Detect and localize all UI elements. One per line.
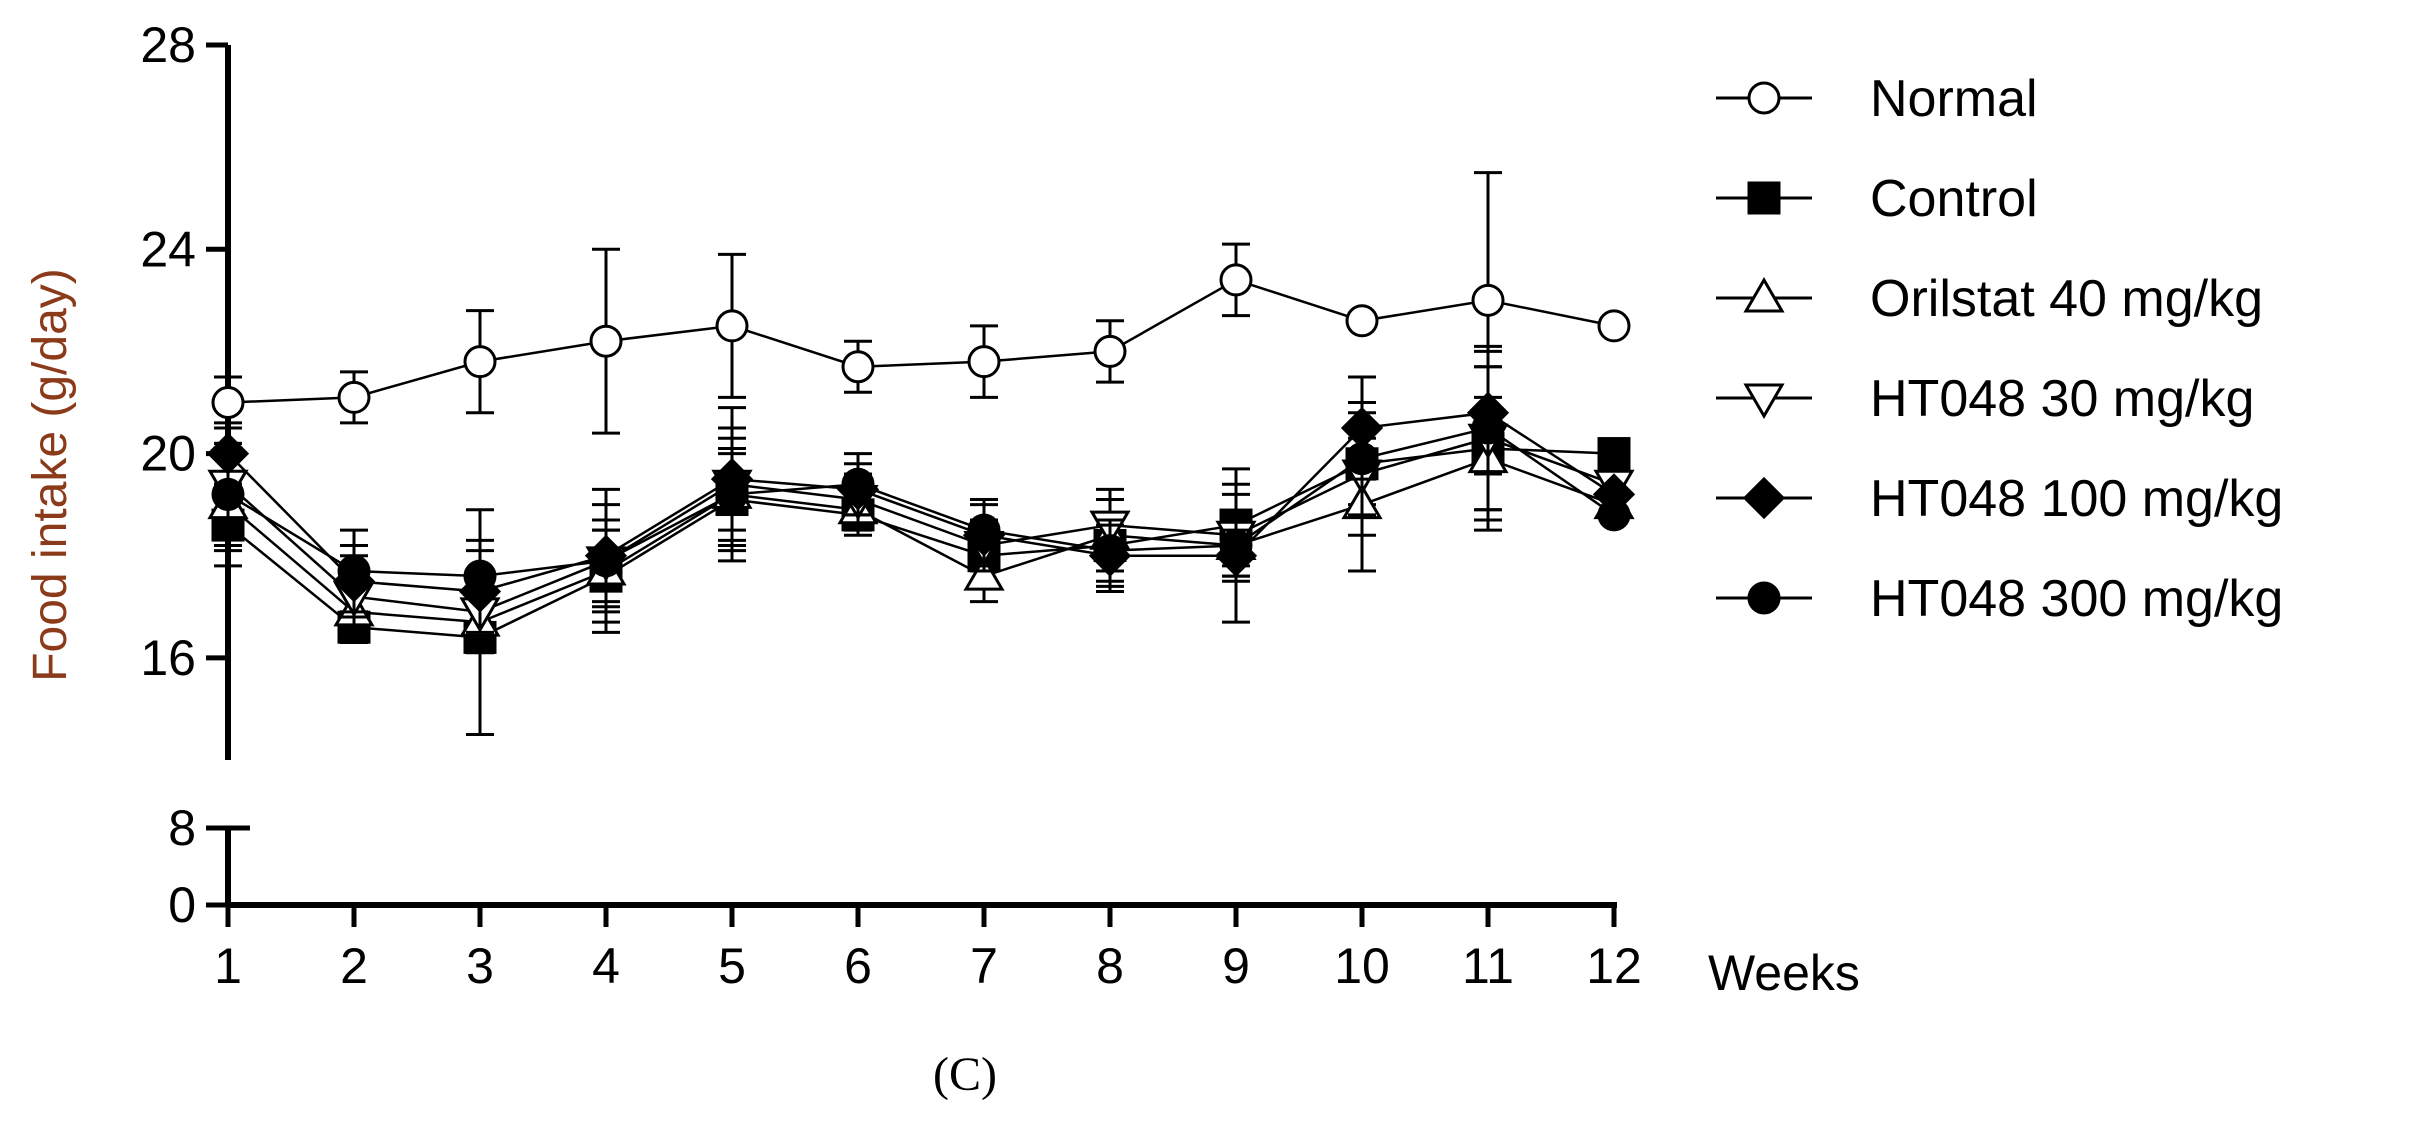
series-orilstat-40-mg-kg (207, 395, 1635, 655)
legend-item: Orilstat 40 mg/kg (1716, 270, 2263, 328)
data-point (1597, 498, 1631, 532)
legend-item: HT048 300 mg/kg (1716, 570, 2283, 628)
x-tick-label: 1 (214, 938, 242, 994)
series-line (227, 457, 1615, 624)
y-tick-label: 0 (168, 877, 196, 933)
series-line (227, 411, 1615, 593)
data-point (715, 309, 749, 343)
y-axis-upper: 16 20 24 28 (140, 17, 231, 760)
x-tick-label: 8 (1096, 938, 1124, 994)
data-point (1219, 529, 1253, 562)
data-point (963, 555, 1005, 591)
data-point (1219, 263, 1253, 297)
data-point (715, 477, 749, 511)
series-normal (211, 171, 1631, 435)
y-axis-lower: 08 (168, 800, 250, 933)
data-point (1093, 534, 1127, 568)
series-line (227, 426, 1615, 578)
legend-label: Normal (1870, 70, 2038, 128)
x-axis-label: Weeks (1708, 945, 1860, 1001)
legend-item: HT048 30 mg/kg (1716, 370, 2254, 428)
x-tick-label: 7 (970, 938, 998, 994)
legend-marker (1747, 181, 1781, 215)
figure-caption: (C) (933, 1048, 997, 1101)
data-point (463, 559, 497, 593)
data-point (841, 467, 875, 501)
y-tick-label: 20 (140, 426, 196, 482)
x-tick-label: 3 (466, 938, 494, 994)
x-tick-label: 5 (718, 938, 746, 994)
series-line (227, 278, 1615, 404)
y-axis-label: Food intake (g/day) (24, 268, 77, 682)
data-point (589, 544, 623, 578)
legend-label: HT048 300 mg/kg (1870, 570, 2283, 628)
series-line (227, 447, 1615, 639)
legend-item: Control (1716, 170, 2038, 228)
series-ht048-100-mg-kg (206, 349, 1636, 634)
x-tick-label: 2 (340, 938, 368, 994)
legend-item: Normal (1716, 70, 2038, 128)
legend-item: HT048 100 mg/kg (1716, 470, 2283, 528)
legend-marker (1742, 476, 1786, 520)
series-line (227, 436, 1615, 614)
data-point (463, 345, 497, 379)
x-tick-label: 11 (1462, 938, 1514, 994)
x-tick-label: 10 (1334, 938, 1390, 994)
legend-marker (1743, 277, 1785, 313)
series-group (206, 171, 1636, 736)
y-tick-label: 8 (168, 800, 196, 856)
legend-marker (1747, 81, 1781, 115)
data-point (211, 386, 245, 419)
data-point (1597, 309, 1631, 343)
legend-marker (1743, 383, 1785, 419)
data-point (211, 477, 245, 511)
data-point (1093, 334, 1127, 368)
data-point (967, 345, 1001, 379)
data-point (337, 554, 371, 588)
data-point (1345, 304, 1379, 338)
legend-marker (1747, 581, 1781, 615)
x-tick-label: 6 (844, 938, 872, 994)
y-tick-label: 16 (140, 630, 196, 686)
data-point (1597, 437, 1631, 471)
data-point (1471, 411, 1505, 445)
x-axis: 1 2 3 4 5 6 7 8 9 10 11 12 (214, 902, 1642, 994)
x-tick-label: 9 (1222, 938, 1250, 994)
legend: Normal Control Orilstat 40 mg/kg HT048 30 m… (1716, 70, 2283, 628)
y-tick-label: 24 (140, 221, 196, 277)
series-ht048-300-mg-kg (211, 344, 1631, 645)
data-point (1345, 442, 1379, 476)
data-point (1471, 283, 1505, 317)
legend-label: Control (1870, 170, 2038, 228)
legend-label: HT048 30 mg/kg (1870, 370, 2254, 428)
legend-label: Orilstat 40 mg/kg (1870, 270, 2263, 328)
y-tick-label: 28 (140, 17, 196, 73)
x-tick-label: 4 (592, 938, 620, 994)
data-point (337, 380, 371, 414)
x-tick-label: 12 (1586, 938, 1642, 994)
data-point (967, 513, 1001, 547)
data-point (841, 350, 875, 384)
legend-label: HT048 100 mg/kg (1870, 470, 2283, 528)
data-point (589, 324, 623, 358)
